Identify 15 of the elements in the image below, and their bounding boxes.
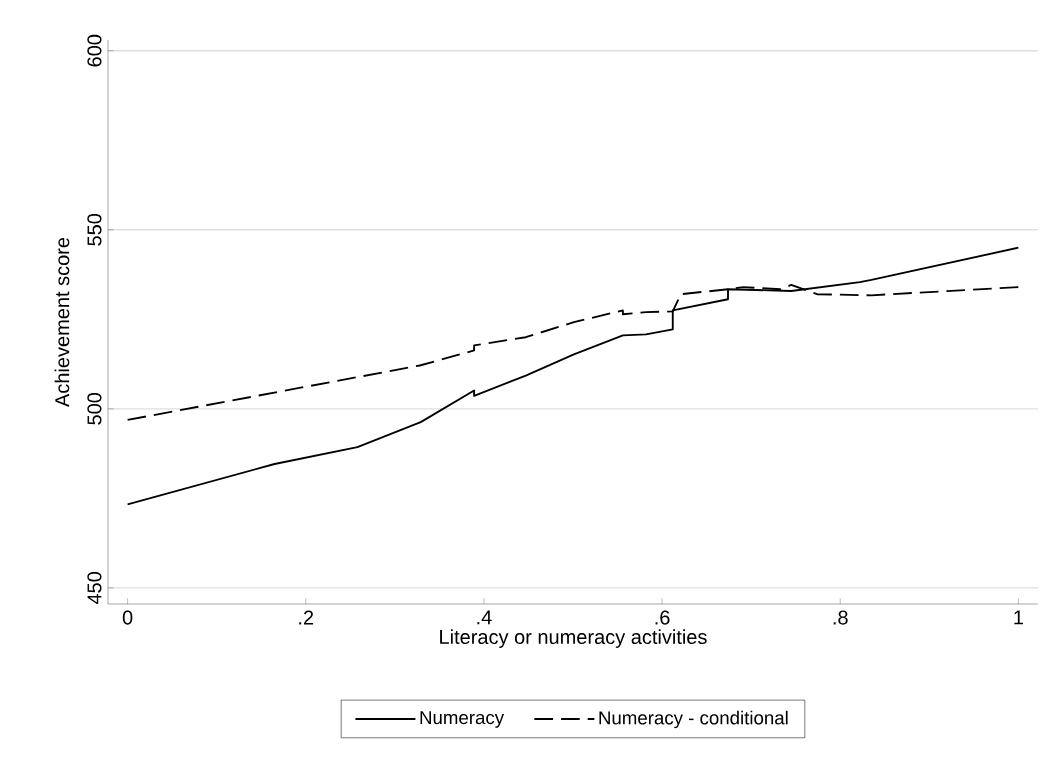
x-axis-title: Literacy or numeracy activities [440,629,707,648]
y-tick-label: 500 [87,392,102,425]
y-tick-label: 450 [87,571,102,605]
x-tick-label: 0 [122,610,133,625]
x-tick-label: .2 [299,610,314,625]
x-tick-label: 1 [1014,610,1023,625]
y-tick-label: 550 [87,213,102,246]
line-series [126,246,1020,506]
legend-label: Numeracy - conditional [599,710,788,729]
legend-label: Numeracy [420,711,505,728]
y-axis-title: Achievement score [54,237,70,407]
x-tick-label: .8 [833,610,848,625]
x-tick-label: .6 [655,610,670,625]
x-tick-label: .4 [477,610,492,625]
y-tick-label: 600 [87,34,102,67]
